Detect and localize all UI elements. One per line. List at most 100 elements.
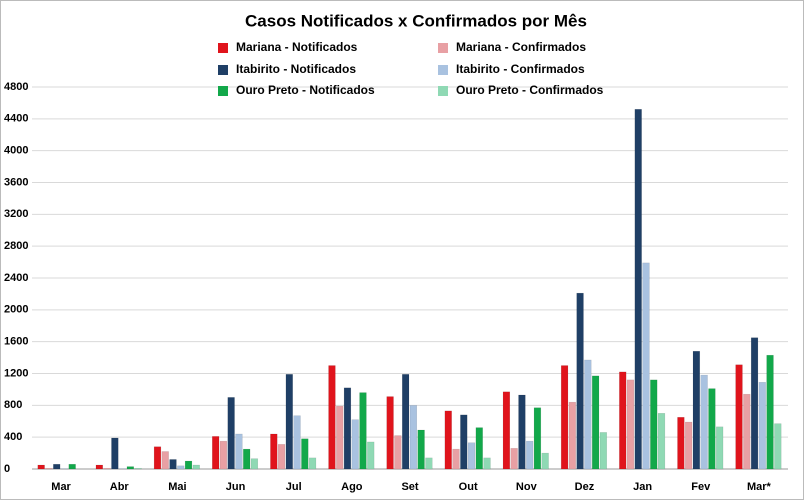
x-tick-label: Dez (575, 481, 595, 493)
legend-label: Itabirito - Notificados (236, 62, 356, 76)
bar (774, 423, 782, 470)
bar (599, 432, 607, 470)
bar (169, 459, 177, 470)
bar (766, 354, 774, 470)
bar (192, 464, 200, 470)
legend-label: Mariana - Notificados (236, 40, 358, 54)
y-tick-label: 4800 (4, 81, 28, 93)
bar (758, 382, 766, 470)
bar (111, 437, 119, 470)
bar (153, 446, 162, 470)
bar (657, 413, 666, 470)
bar (591, 375, 600, 470)
bar (227, 397, 235, 470)
x-tick-label: Out (459, 481, 478, 493)
bar (650, 379, 658, 470)
bar (467, 442, 476, 470)
bar (568, 401, 576, 470)
bar (502, 391, 511, 470)
bar (126, 466, 134, 470)
y-tick-label: 2800 (4, 240, 28, 252)
bar (541, 452, 549, 470)
y-tick-label: 1200 (4, 367, 28, 379)
bar (743, 393, 751, 470)
bar (103, 467, 111, 470)
bar (677, 417, 685, 470)
legend-swatch (218, 43, 228, 53)
bar (68, 463, 76, 470)
bar (134, 467, 142, 470)
bar (417, 429, 425, 470)
x-tick-label: Nov (516, 481, 538, 493)
bar (161, 451, 169, 470)
bar (533, 407, 542, 470)
bar (619, 371, 627, 470)
bar (626, 379, 635, 470)
bar (685, 421, 693, 470)
legend-swatch (218, 86, 228, 96)
bar (37, 464, 45, 470)
bar (351, 419, 359, 470)
bar (243, 448, 251, 470)
x-tick-label: Jul (286, 481, 302, 493)
bar (634, 109, 642, 470)
bar (219, 440, 228, 470)
bar (642, 262, 650, 470)
legend-swatch (438, 43, 448, 53)
legend-swatch (218, 65, 228, 75)
bar (367, 441, 375, 470)
bar (336, 405, 344, 470)
bar (425, 457, 433, 470)
x-tick-label: Mai (168, 481, 186, 493)
y-tick-label: 4400 (4, 113, 28, 125)
bar (53, 463, 61, 470)
bar (386, 396, 394, 470)
bar (328, 365, 336, 470)
bar (460, 414, 468, 470)
y-tick-label: 1600 (4, 336, 28, 348)
bar (708, 388, 716, 470)
bar (343, 387, 352, 470)
bar (250, 458, 259, 470)
bar (270, 433, 278, 470)
bar (526, 440, 534, 470)
x-tick-label: Jun (226, 481, 246, 493)
y-tick-label: 2400 (4, 272, 28, 284)
legend-label: Itabirito - Confirmados (456, 62, 585, 76)
x-tick-label: Mar (51, 481, 71, 493)
bar (483, 457, 491, 470)
legend-swatch (438, 86, 448, 96)
bar (750, 337, 759, 470)
y-tick-label: 3600 (4, 176, 28, 188)
bar (452, 448, 460, 470)
bar (401, 374, 410, 470)
bar (177, 465, 185, 470)
bar (45, 467, 53, 470)
bar (235, 433, 243, 470)
bar (510, 448, 518, 470)
bar (700, 374, 708, 470)
legend-swatch (438, 65, 448, 75)
bar (716, 426, 724, 470)
x-tick-label: Set (401, 481, 418, 493)
y-tick-label: 4000 (4, 145, 28, 157)
x-tick-label: Jan (633, 481, 652, 493)
bar (692, 350, 701, 470)
bar (584, 359, 592, 470)
x-tick-label: Mar* (747, 481, 772, 493)
legend-label: Ouro Preto - Confirmados (456, 83, 604, 97)
bar (95, 464, 103, 470)
y-tick-label: 0 (4, 463, 10, 475)
x-tick-label: Fev (691, 481, 711, 493)
bar (735, 364, 743, 470)
bar (301, 438, 309, 470)
bar (409, 405, 418, 470)
y-tick-label: 800 (4, 399, 22, 411)
bar (475, 427, 483, 470)
bar (518, 394, 526, 470)
bar (277, 444, 286, 470)
bar (308, 457, 317, 470)
y-tick-label: 2000 (4, 304, 28, 316)
